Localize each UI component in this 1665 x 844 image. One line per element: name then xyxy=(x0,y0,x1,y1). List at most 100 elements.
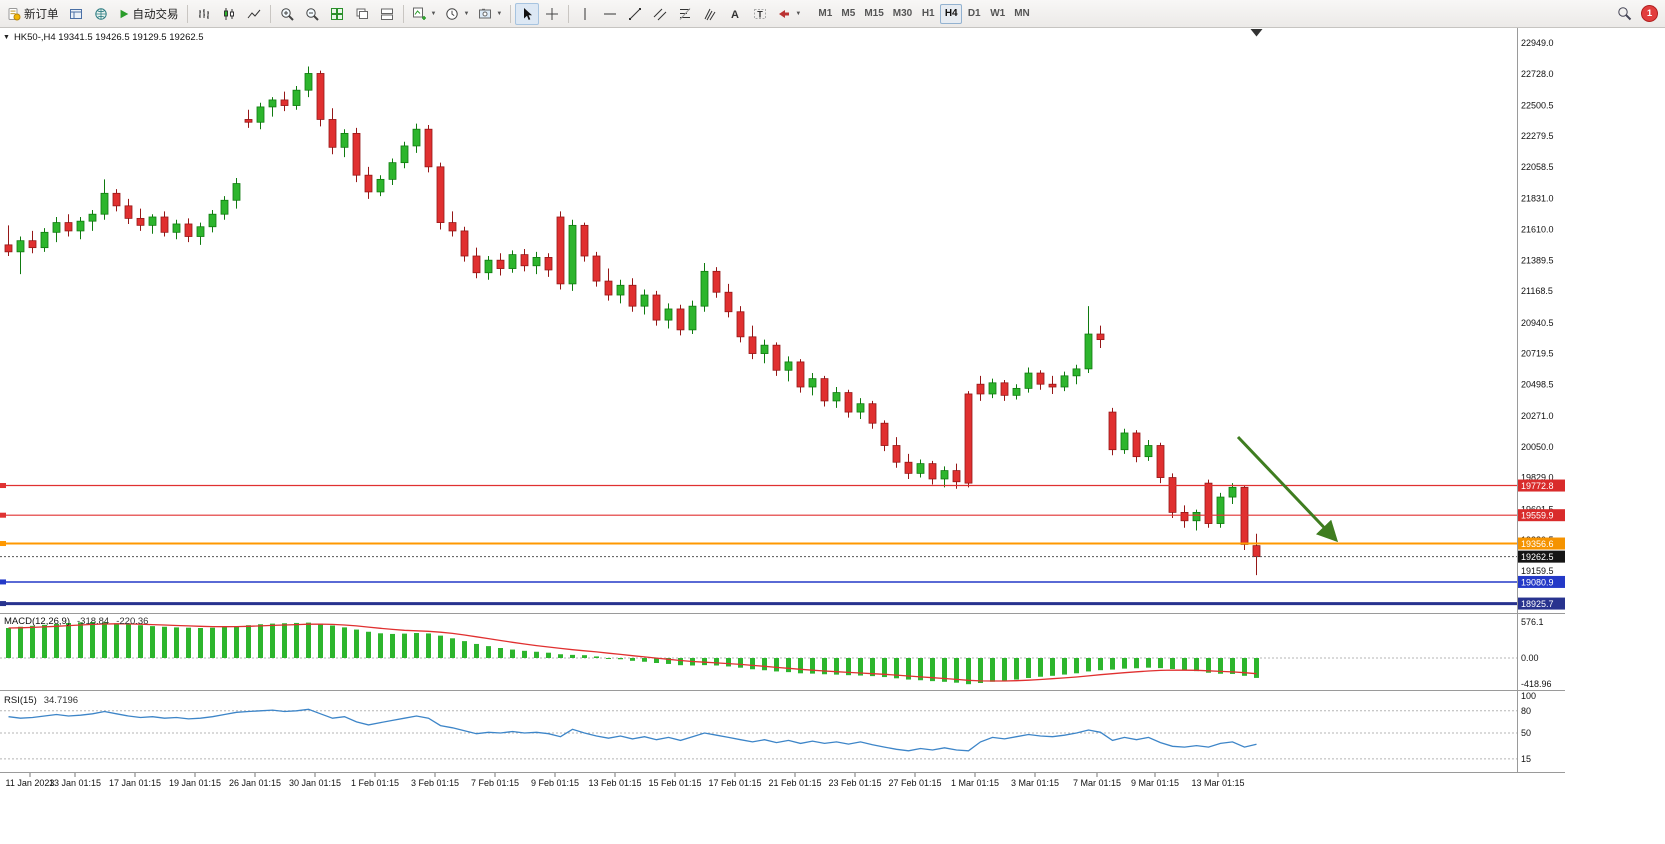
svg-text:0.00: 0.00 xyxy=(1521,653,1539,663)
timeframe-h4[interactable]: H4 xyxy=(940,3,963,24)
timeframe-h1[interactable]: H1 xyxy=(921,8,935,19)
svg-text:13 Jan 01:15: 13 Jan 01:15 xyxy=(49,778,101,788)
dropdown-arrow-icon: ▼ xyxy=(496,10,503,17)
svg-text:80: 80 xyxy=(1521,706,1531,716)
fibonacci-icon xyxy=(679,7,691,20)
svg-text:22949.0: 22949.0 xyxy=(1521,38,1554,48)
hline-19356.6[interactable] xyxy=(0,541,1517,547)
notification-badge[interactable]: 1 xyxy=(1641,5,1658,22)
svg-text:13 Mar 01:15: 13 Mar 01:15 xyxy=(1191,778,1244,788)
chart-profiles-button[interactable] xyxy=(64,3,88,25)
svg-text:19356.6: 19356.6 xyxy=(1521,539,1554,549)
trend-arrow[interactable] xyxy=(1236,435,1339,543)
trendline-tool-button[interactable] xyxy=(623,3,647,25)
timeframe-mn[interactable]: MN xyxy=(1014,8,1030,19)
svg-text:20271.0: 20271.0 xyxy=(1521,411,1554,421)
toolbar-separator xyxy=(568,4,570,23)
svg-text:21831.0: 21831.0 xyxy=(1521,194,1554,204)
toolbar-separator xyxy=(269,4,271,23)
equidistant-channel-icon xyxy=(654,8,667,20)
svg-text:21 Feb 01:15: 21 Feb 01:15 xyxy=(768,778,821,788)
svg-text:22279.5: 22279.5 xyxy=(1521,131,1554,141)
chart-shift-marker[interactable] xyxy=(1250,29,1263,37)
svg-text:19080.9: 19080.9 xyxy=(1521,577,1554,587)
toolbar-separator xyxy=(510,4,512,23)
svg-text:27 Feb 01:15: 27 Feb 01:15 xyxy=(888,778,941,788)
tile-windows-icon xyxy=(330,7,343,20)
svg-text:20050.0: 20050.0 xyxy=(1521,442,1554,452)
periods-button[interactable]: ▼ xyxy=(441,3,473,25)
hline-19559.9[interactable] xyxy=(0,512,1517,518)
svg-text:19829.0: 19829.0 xyxy=(1521,473,1554,483)
svg-text:20498.5: 20498.5 xyxy=(1521,379,1554,389)
line-chart-button[interactable] xyxy=(242,3,266,25)
new-order-button[interactable]: 新订单 xyxy=(3,3,63,25)
horizontal-line-tool-button[interactable] xyxy=(598,3,622,25)
search-icon xyxy=(1617,7,1631,21)
symbol-dropdown-icon[interactable]: ▼ xyxy=(3,34,10,41)
chart-svg[interactable]: 22949.0 22728.0 22500.5 22279.5 22058.5 21831… xyxy=(0,28,1665,844)
bar-chart-icon xyxy=(198,8,209,19)
market-watch-button[interactable] xyxy=(89,3,113,25)
timeframe-m5[interactable]: M5 xyxy=(841,8,856,19)
symbol-info: ▼ HK50-,H4 19341.5 19426.5 19129.5 19262… xyxy=(3,32,204,43)
rsi-indicator-label: RSI(15) 34.7196 xyxy=(4,695,78,706)
channel-tool-button[interactable] xyxy=(648,3,672,25)
text-label-tool-button[interactable]: T xyxy=(748,3,772,25)
svg-text:7 Feb 01:15: 7 Feb 01:15 xyxy=(471,778,519,788)
new-order-icon xyxy=(8,7,21,20)
zoom-out-button[interactable] xyxy=(300,3,324,25)
autotrading-button[interactable]: 自动交易 xyxy=(114,3,183,25)
svg-text:19159.5: 19159.5 xyxy=(1521,566,1554,576)
fibonacci-tool-button[interactable] xyxy=(673,3,697,25)
tile-horizontal-button[interactable] xyxy=(375,3,399,25)
svg-text:17 Feb 01:15: 17 Feb 01:15 xyxy=(708,778,761,788)
hline-19772.8[interactable] xyxy=(0,483,1517,489)
macd-name: MACD(12,26,9) xyxy=(4,616,70,627)
timeframe-m1[interactable]: M1 xyxy=(818,8,833,19)
chart-canvas[interactable]: 22949.0 22728.0 22500.5 22279.5 22058.5 21831… xyxy=(0,28,1665,844)
svg-text:13 Feb 01:15: 13 Feb 01:15 xyxy=(588,778,641,788)
dropdown-arrow-icon: ▼ xyxy=(463,10,470,17)
svg-text:19262.5: 19262.5 xyxy=(1521,552,1554,562)
autotrading-play-icon xyxy=(120,9,128,18)
svg-text:21610.0: 21610.0 xyxy=(1521,225,1554,235)
timeframe-m30[interactable]: M30 xyxy=(892,8,913,19)
crosshair-icon xyxy=(546,7,559,20)
text-tool-button[interactable]: A xyxy=(723,3,747,25)
svg-text:11 Jan 2023: 11 Jan 2023 xyxy=(6,778,55,788)
svg-text:A: A xyxy=(731,9,739,21)
svg-text:9 Feb 01:15: 9 Feb 01:15 xyxy=(531,778,579,788)
new-chart-icon xyxy=(412,7,426,20)
hline-18925.7[interactable] xyxy=(0,601,1517,607)
new-chart-button[interactable]: ▼ xyxy=(408,3,441,25)
timeframe-w1[interactable]: W1 xyxy=(990,8,1006,19)
arrows-tool-button[interactable]: ▼ xyxy=(773,3,805,25)
hline-19080.9[interactable] xyxy=(0,579,1517,585)
price-axis[interactable]: 22949.0 22728.0 22500.5 22279.5 22058.5 21831… xyxy=(1521,38,1554,764)
symbol-ohlc-text: HK50-,H4 19341.5 19426.5 19129.5 19262.5 xyxy=(13,32,204,43)
andrews-pitchfork-icon xyxy=(704,8,716,20)
cursor-button[interactable] xyxy=(515,2,540,25)
timeframe-m15[interactable]: M15 xyxy=(864,8,884,19)
svg-text:22058.5: 22058.5 xyxy=(1521,162,1554,172)
chart-snapshot-button[interactable]: ▼ xyxy=(474,3,506,25)
pitchfork-tool-button[interactable] xyxy=(698,3,722,25)
autotrading-label: 自动交易 xyxy=(132,8,179,21)
candlestick-chart-button[interactable] xyxy=(217,3,241,25)
crosshair-button[interactable] xyxy=(540,3,564,25)
macd-main-value: -318.84 xyxy=(77,616,110,627)
zoom-in-button[interactable] xyxy=(275,3,299,25)
bar-chart-button[interactable] xyxy=(192,3,216,25)
search-button[interactable] xyxy=(1612,3,1636,25)
rsi-value: 34.7196 xyxy=(43,695,79,706)
cascade-windows-button[interactable] xyxy=(350,3,374,25)
svg-text:23 Feb 01:15: 23 Feb 01:15 xyxy=(828,778,881,788)
toolbar-separator xyxy=(186,4,188,23)
tile-windows-button[interactable] xyxy=(325,3,349,25)
timeframe-d1[interactable]: D1 xyxy=(967,8,981,19)
vertical-line-tool-button[interactable] xyxy=(573,3,597,25)
zoom-in-icon xyxy=(280,7,294,21)
